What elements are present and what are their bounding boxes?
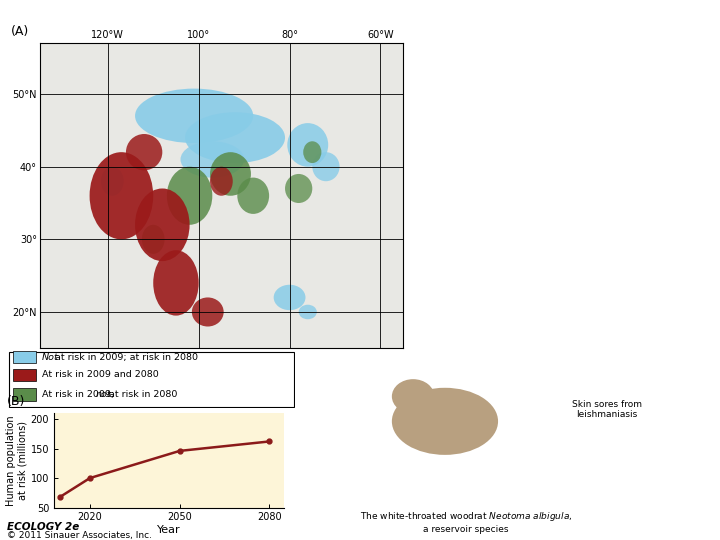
FancyBboxPatch shape: [9, 352, 294, 407]
Ellipse shape: [135, 188, 189, 261]
Text: At risk in 2009 and 2080: At risk in 2009 and 2080: [42, 370, 158, 379]
Bar: [13, 388, 36, 401]
Text: At risk in 2009;: At risk in 2009;: [42, 390, 117, 399]
Ellipse shape: [101, 167, 124, 196]
Ellipse shape: [135, 89, 253, 143]
Ellipse shape: [126, 134, 162, 170]
Text: (B): (B): [7, 395, 26, 408]
Ellipse shape: [181, 141, 244, 178]
Text: Not: Not: [42, 353, 58, 362]
Ellipse shape: [210, 167, 233, 196]
Text: ECOLOGY 2e: ECOLOGY 2e: [7, 522, 79, 532]
Bar: [13, 351, 36, 363]
X-axis label: Year: Year: [158, 525, 181, 535]
Y-axis label: Human population
at risk (millions): Human population at risk (millions): [6, 415, 28, 505]
Ellipse shape: [287, 123, 328, 167]
Ellipse shape: [312, 152, 340, 181]
Ellipse shape: [285, 174, 312, 203]
Text: at risk in 2080: at risk in 2080: [106, 390, 177, 399]
Text: © 2011 Sinauer Associates, Inc.: © 2011 Sinauer Associates, Inc.: [7, 531, 152, 540]
Ellipse shape: [185, 112, 285, 163]
Text: The white-throated woodrat $\it{Neotoma\ albigula}$,
a reservoir species: The white-throated woodrat $\it{Neotoma\…: [360, 510, 572, 534]
Ellipse shape: [142, 225, 165, 254]
Ellipse shape: [392, 388, 498, 455]
Ellipse shape: [167, 167, 212, 225]
Ellipse shape: [274, 285, 305, 310]
Ellipse shape: [238, 178, 269, 214]
Text: Skin sores from
leishmaniasis: Skin sores from leishmaniasis: [572, 400, 642, 419]
Ellipse shape: [192, 298, 224, 327]
Ellipse shape: [299, 305, 317, 319]
Ellipse shape: [303, 141, 321, 163]
Ellipse shape: [153, 250, 199, 315]
Bar: [13, 369, 36, 381]
Text: at risk in 2009; at risk in 2080: at risk in 2009; at risk in 2080: [52, 353, 198, 362]
Ellipse shape: [210, 152, 251, 196]
Text: not: not: [96, 390, 112, 399]
Ellipse shape: [392, 379, 434, 414]
Text: Figure 13.21  Climate Change May Increase the Risk of Leishmaniasis in North Ame: Figure 13.21 Climate Change May Increase…: [6, 8, 644, 23]
Text: (A): (A): [11, 25, 29, 38]
Ellipse shape: [89, 152, 153, 239]
Polygon shape: [40, 43, 403, 348]
